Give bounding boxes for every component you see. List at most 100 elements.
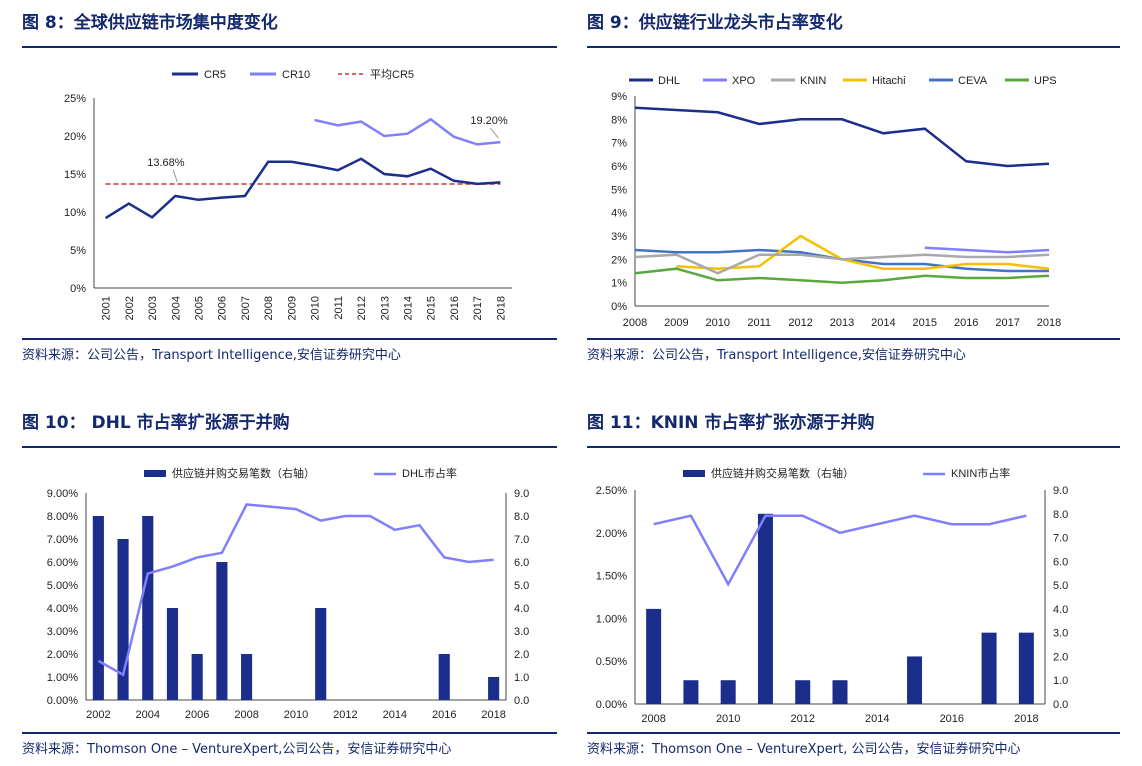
x-tick-label: 2015 — [426, 296, 438, 320]
bar — [488, 677, 500, 700]
legend-label: Hitachi — [872, 75, 906, 87]
x-tick-label: 2006 — [217, 296, 229, 320]
y-left-tick-label: 9.00% — [47, 488, 78, 500]
x-tick-label: 2009 — [286, 296, 298, 320]
series-line-cr10 — [314, 117, 501, 146]
y-right-tick-label: 0.0 — [514, 695, 529, 707]
panel-title: 图 11：KNIN 市占率扩张亦源于并购 — [587, 413, 875, 433]
annotation-leader — [489, 127, 499, 139]
x-tick-label: 2010 — [284, 709, 308, 721]
y-right-tick-label: 2.0 — [514, 649, 529, 661]
y-left-tick-label: 0.00% — [47, 695, 78, 707]
y-left-tick-label: 2.00% — [47, 649, 78, 661]
title-rule — [22, 46, 557, 48]
x-tick-label: 2012 — [356, 296, 368, 320]
legend-swatch — [683, 470, 705, 477]
chart-dhl-ma: 供应链并购交易笔数（右轴） DHL市占率 0.00% 1.00% 2.00% 3.00% 4… — [47, 466, 530, 721]
y-right-tick-label: 1.0 — [1053, 675, 1068, 687]
bar — [438, 654, 450, 700]
bar — [1018, 632, 1034, 704]
y-tick-label: 5% — [611, 184, 627, 196]
panel-title: 图 9：供应链行业龙头市占率变化 — [587, 13, 843, 33]
x-tick-label: 2018 — [495, 296, 507, 320]
source-rule — [22, 732, 557, 734]
y-tick-label: 6% — [611, 161, 627, 173]
chart-cr5-cr10: CR5 CR10 平均CR5 0% 5% 10% 15% 20% 25% 2001 2002 2003… — [64, 68, 512, 320]
legend-label: DHL市占率 — [402, 466, 457, 480]
y-tick-label: 1% — [611, 278, 627, 290]
data-label: 19.20% — [470, 115, 508, 127]
source-rule — [22, 338, 557, 340]
bar — [720, 680, 736, 704]
x-tick-label: 2002 — [124, 296, 136, 320]
legend-label: 平均CR5 — [370, 68, 414, 81]
source-rule — [587, 732, 1120, 734]
bar — [191, 654, 203, 700]
source-note: 资料来源：Thomson One – VentureXpert,公司公告，安信证… — [22, 742, 452, 757]
title-rule — [22, 446, 557, 448]
bar — [981, 632, 997, 704]
x-tick-label: 2008 — [641, 713, 665, 725]
y-right-tick-label: 8.0 — [514, 511, 529, 523]
y-tick-label: 5% — [70, 245, 86, 257]
y-right-tick-label: 6.0 — [1053, 556, 1068, 568]
panel-knin-ma: 图 11：KNIN 市占率扩张亦源于并购 供应链并购交易笔数（右轴） KNIN市占… — [587, 408, 1120, 764]
y-tick-label: 4% — [611, 208, 627, 220]
y-right-tick-label: 8.0 — [1053, 509, 1068, 521]
x-tick-label: 2012 — [788, 317, 812, 329]
x-tick-label: 2016 — [940, 713, 964, 725]
source-note: 资料来源：公司公告，Transport Intelligence,安信证券研究中… — [22, 348, 401, 363]
y-left-tick-label: 2.50% — [596, 485, 627, 497]
bar — [166, 608, 179, 700]
y-tick-label: 10% — [64, 207, 86, 219]
bar — [832, 680, 848, 704]
source-note: 资料来源：Thomson One – VentureXpert, 公司公告，安信… — [587, 742, 1021, 757]
x-tick-label: 2009 — [664, 317, 688, 329]
x-tick-label: 2013 — [830, 317, 854, 329]
x-tick-label: 2016 — [432, 709, 456, 721]
series-line-hitachi — [676, 234, 1050, 270]
y-tick-label: 15% — [64, 169, 86, 181]
x-tick-label: 2004 — [170, 296, 182, 320]
panel-leaders-share: 图 9：供应链行业龙头市占率变化 DHL XPO KNIN Hitachi CEVA UP… — [587, 8, 1120, 368]
y-right-tick-label: 4.0 — [514, 603, 529, 615]
y-tick-label: 25% — [64, 93, 86, 105]
chart-leaders-share: DHL XPO KNIN Hitachi CEVA UPS 0% 1% 2% 3% 4% 5% 6% 7%… — [611, 75, 1061, 329]
legend-label: UPS — [1034, 75, 1057, 87]
y-right-tick-label: 9.0 — [1053, 485, 1068, 497]
x-tick-label: 2018 — [481, 709, 505, 721]
y-right-tick-label: 3.0 — [514, 626, 529, 638]
x-tick-label: 2017 — [995, 317, 1019, 329]
bar — [216, 562, 228, 700]
legend-swatch — [144, 470, 166, 477]
panel-cr5-cr10: 图 8：全球供应链市场集中度变化 CR5 CR10 平均CR5 0% 5% 10% 15% 2… — [22, 8, 557, 368]
y-left-tick-label: 3.00% — [47, 626, 78, 638]
x-tick-label: 2014 — [871, 317, 895, 329]
y-right-tick-label: 0.0 — [1053, 699, 1068, 711]
y-left-tick-label: 6.00% — [47, 557, 78, 569]
x-tick-label: 2010 — [706, 317, 730, 329]
y-left-tick-label: 0.50% — [596, 656, 627, 668]
y-left-tick-label: 2.00% — [596, 528, 627, 540]
x-tick-label: 2007 — [240, 296, 252, 320]
series-line-share — [97, 503, 494, 677]
x-tick-label: 2008 — [234, 709, 258, 721]
legend-label: KNIN市占率 — [951, 466, 1010, 480]
y-tick-label: 8% — [611, 114, 627, 126]
series-line-ups — [634, 267, 1050, 284]
y-left-tick-label: 5.00% — [47, 580, 78, 592]
x-tick-label: 2012 — [790, 713, 814, 725]
x-tick-label: 2018 — [1014, 713, 1038, 725]
x-tick-label: 2013 — [379, 296, 391, 320]
x-tick-label: 2012 — [333, 709, 357, 721]
y-tick-label: 20% — [64, 131, 86, 143]
annotation-leader — [172, 169, 178, 183]
y-tick-label: 0% — [611, 301, 627, 313]
data-label: 13.68% — [147, 157, 185, 169]
bar — [757, 513, 773, 704]
series-line-dhl — [634, 106, 1050, 168]
y-right-tick-label: 9.0 — [514, 488, 529, 500]
y-left-tick-label: 1.50% — [596, 571, 627, 583]
panel-title: 图 8：全球供应链市场集中度变化 — [22, 13, 278, 33]
series-line-xpo — [924, 246, 1050, 254]
